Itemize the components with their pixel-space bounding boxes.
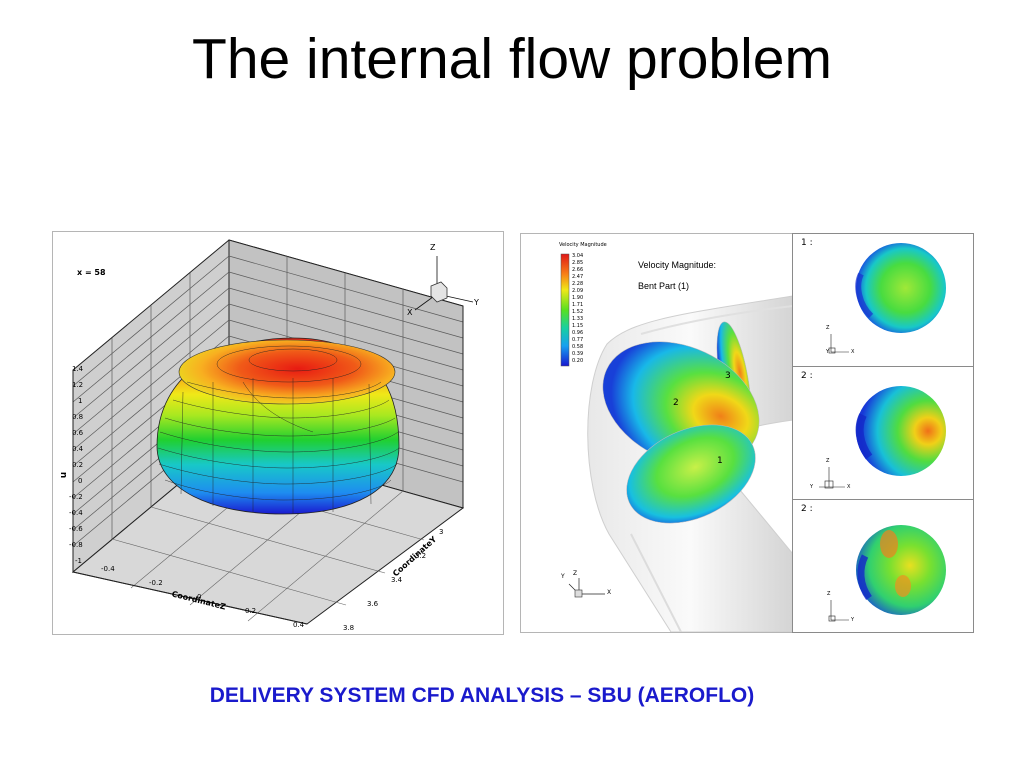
panel-2-axis-c: Y: [810, 484, 814, 490]
velocity-profile-3d-svg: [71, 239, 474, 625]
legend-value: 1.90: [572, 295, 584, 301]
y-tick-label: 3.8: [343, 624, 355, 632]
z-tick-label: -0.2: [149, 579, 163, 587]
panel-2-axes: [819, 467, 845, 489]
right-triad-z: Z: [573, 570, 578, 577]
slide-caption: DELIVERY SYSTEM CFD ANALYSIS – SBU (AERO…: [209, 684, 755, 707]
legend-value: 2.47: [572, 274, 584, 280]
y-tick-label: 3: [439, 528, 444, 536]
z-tick-label: 0.4: [293, 621, 305, 629]
u-tick-label: 1.4: [72, 365, 84, 373]
panel-1-axis-b: X: [851, 349, 855, 355]
z-tick-label: 0.2: [245, 607, 257, 615]
section-1-label: 1: [717, 456, 723, 466]
triad-z-label: Z: [430, 243, 436, 252]
u-tick-label: 0.4: [72, 445, 84, 453]
y-tick-label: 3.4: [391, 576, 403, 584]
u-tick-label: 0.2: [72, 461, 84, 469]
legend-value: 0.96: [572, 330, 584, 336]
legend-value: 0.20: [572, 358, 584, 364]
panel-2-axis-a: Z: [826, 458, 830, 464]
legend-color-bar: [560, 253, 570, 367]
z-tick-label: 0: [197, 593, 202, 601]
bent-pipe-figure: Velocity Magnitude 3.04 2.85 2.66 2.47 2.28 2…: [520, 233, 794, 633]
right-triad-x: X: [607, 589, 612, 596]
panel-3-label: 2 :: [801, 504, 813, 514]
legend-value: 2.85: [572, 260, 584, 266]
section-disc-3: [856, 525, 946, 615]
cross-section-panel-3: 2 : Z Y: [792, 499, 974, 633]
panel-2-axis-b: X: [847, 484, 851, 490]
section-1: [626, 424, 756, 524]
slide-title: The internal flow problem: [192, 27, 832, 91]
panel-3-axes: [828, 600, 849, 622]
panel-2-label: 2 :: [801, 371, 813, 381]
legend-value: 1.71: [572, 302, 584, 308]
section-3-label: 3: [725, 371, 731, 381]
u-tick-label: -1: [75, 557, 82, 565]
legend-value: 0.39: [572, 351, 584, 357]
u-tick-label: -0.2: [69, 493, 83, 501]
triad-y-label: Y: [474, 298, 479, 307]
legend-title: Velocity Magnitude: [559, 242, 607, 248]
section-disc-2: [856, 386, 946, 476]
legend-value: 0.77: [572, 337, 584, 343]
velocity-dome-surface: [156, 337, 400, 515]
u-tick-label: 0.6: [72, 429, 84, 437]
velocity-profile-3d-plot: x = 58 Z Y X u 1.4 1.2 1 0.8 0.6 0.4 0.2 0 -0.2 -…: [52, 231, 504, 635]
right-axis-triad: [568, 578, 605, 598]
u-axis-label: u: [59, 471, 70, 479]
bent-pipe-svg: [560, 253, 793, 632]
z-tick-label: -0.4: [101, 565, 115, 573]
left-axis-triad: [414, 256, 474, 311]
cross-section-panel-1: 1 : Z X Y: [792, 233, 974, 367]
right-triad-y: Y: [561, 573, 565, 580]
panel-3-axis-b: Y: [851, 617, 855, 623]
u-tick-label: 0.8: [72, 413, 84, 421]
legend-value: 1.15: [572, 323, 584, 329]
cross-section-panel-2: 2 : Z X Y: [792, 366, 974, 500]
u-tick-label: 0: [78, 477, 83, 485]
u-tick-label: 1.2: [72, 381, 84, 389]
legend-value: 0.58: [572, 344, 584, 350]
panel-1-axis-a: Z: [826, 325, 830, 331]
right-title-line1: Velocity Magnitude:: [638, 260, 717, 270]
u-tick-label: -0.4: [69, 509, 83, 517]
u-tick-label: 1: [78, 397, 83, 405]
y-tick-label: 3.2: [415, 552, 427, 560]
section-label: x = 58: [77, 268, 106, 277]
y-tick-label: 3.6: [367, 600, 379, 608]
legend-value: 2.09: [572, 288, 584, 294]
panel-3-axis-a: Z: [827, 591, 831, 597]
u-tick-label: -0.6: [69, 525, 83, 533]
legend-value: 1.33: [572, 316, 584, 322]
triad-x-label: X: [407, 308, 413, 317]
section-disc-1: [856, 243, 946, 333]
legend-value: 3.04: [572, 253, 584, 259]
legend-value: 2.66: [572, 267, 584, 273]
legend-value: 1.52: [572, 309, 584, 315]
panel-1-label: 1 :: [801, 238, 813, 248]
legend-value: 2.28: [572, 281, 584, 287]
right-title-line2: Bent Part (1): [638, 281, 690, 291]
section-2-label: 2: [673, 398, 679, 408]
panel-1-axes: [828, 334, 849, 354]
u-tick-label: -0.8: [69, 541, 83, 549]
panel-1-axis-c: Y: [826, 349, 830, 355]
